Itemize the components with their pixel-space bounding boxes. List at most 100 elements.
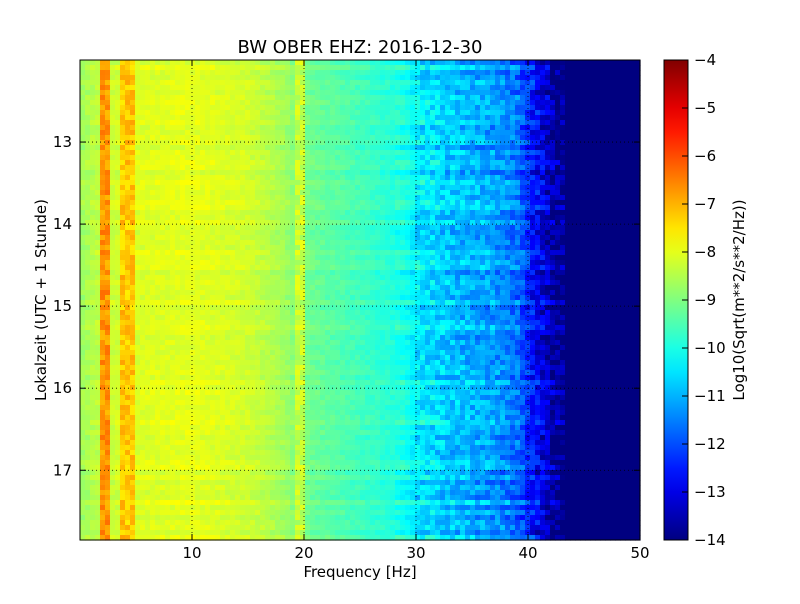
- heatmap-cell: [300, 150, 306, 156]
- heatmap-cell: [510, 155, 516, 161]
- heatmap-cell: [485, 265, 491, 271]
- heatmap-cell: [410, 120, 416, 126]
- heatmap-cell: [205, 155, 211, 161]
- heatmap-cell: [370, 195, 376, 201]
- heatmap-cell: [310, 240, 316, 246]
- heatmap-cell: [340, 230, 346, 236]
- heatmap-cell: [570, 165, 576, 171]
- heatmap-cell: [575, 210, 581, 216]
- heatmap-cell: [370, 170, 376, 176]
- heatmap-cell: [405, 70, 411, 76]
- heatmap-cell: [295, 275, 301, 281]
- heatmap-cell: [545, 215, 551, 221]
- heatmap-cell: [610, 125, 616, 131]
- heatmap-cell: [410, 225, 416, 231]
- heatmap-cell: [445, 180, 451, 186]
- heatmap-cell: [370, 180, 376, 186]
- heatmap-cell: [360, 115, 366, 121]
- heatmap-cell: [235, 160, 241, 166]
- heatmap-cell: [565, 185, 571, 191]
- heatmap-cell: [470, 235, 476, 241]
- heatmap-cell: [140, 170, 146, 176]
- heatmap-cell: [105, 155, 111, 161]
- heatmap-cell: [350, 70, 356, 76]
- heatmap-cell: [320, 165, 326, 171]
- heatmap-cell: [170, 65, 176, 71]
- heatmap-cell: [385, 275, 391, 281]
- heatmap-cell: [620, 105, 626, 111]
- heatmap-cell: [430, 80, 436, 86]
- heatmap-cell: [580, 185, 586, 191]
- heatmap-cell: [625, 70, 631, 76]
- heatmap-cell: [220, 165, 226, 171]
- heatmap-cell: [570, 265, 576, 271]
- heatmap-cell: [365, 240, 371, 246]
- heatmap-cell: [550, 120, 556, 126]
- heatmap-cell: [525, 180, 531, 186]
- heatmap-cell: [240, 135, 246, 141]
- heatmap-cell: [525, 265, 531, 271]
- heatmap-cell: [140, 90, 146, 96]
- heatmap-cell: [415, 170, 421, 176]
- heatmap-cell: [170, 240, 176, 246]
- heatmap-cell: [440, 245, 446, 251]
- heatmap-cell: [295, 145, 301, 151]
- heatmap-cell: [245, 230, 251, 236]
- heatmap-cell: [495, 100, 501, 106]
- heatmap-cell: [565, 230, 571, 236]
- heatmap-cell: [540, 195, 546, 201]
- heatmap-cell: [100, 185, 106, 191]
- heatmap-cell: [165, 185, 171, 191]
- heatmap-cell: [540, 130, 546, 136]
- heatmap-cell: [580, 260, 586, 266]
- heatmap-cell: [165, 200, 171, 206]
- heatmap-cell: [165, 90, 171, 96]
- heatmap-cell: [550, 265, 556, 271]
- heatmap-cell: [150, 75, 156, 81]
- heatmap-cell: [215, 245, 221, 251]
- heatmap-cell: [320, 175, 326, 181]
- heatmap-cell: [280, 90, 286, 96]
- heatmap-cell: [565, 225, 571, 231]
- heatmap-cell: [495, 145, 501, 151]
- heatmap-cell: [635, 185, 641, 191]
- heatmap-cell: [420, 105, 426, 111]
- heatmap-cell: [370, 205, 376, 211]
- heatmap-cell: [565, 70, 571, 76]
- heatmap-cell: [625, 135, 631, 141]
- heatmap-cell: [290, 135, 296, 141]
- heatmap-cell: [340, 245, 346, 251]
- heatmap-cell: [450, 125, 456, 131]
- heatmap-cell: [585, 130, 591, 136]
- heatmap-cell: [500, 260, 506, 266]
- heatmap-cell: [575, 110, 581, 116]
- heatmap-cell: [350, 220, 356, 226]
- heatmap-cell: [100, 265, 106, 271]
- heatmap-cell: [190, 180, 196, 186]
- heatmap-cell: [470, 85, 476, 91]
- heatmap-cell: [605, 135, 611, 141]
- heatmap-cell: [115, 235, 121, 241]
- heatmap-cell: [280, 145, 286, 151]
- heatmap-cell: [300, 160, 306, 166]
- heatmap-cell: [120, 120, 126, 126]
- heatmap-cell: [250, 195, 256, 201]
- heatmap-cell: [635, 200, 641, 206]
- heatmap-cell: [570, 230, 576, 236]
- heatmap-cell: [595, 240, 601, 246]
- heatmap-cell: [355, 225, 361, 231]
- heatmap-cell: [465, 100, 471, 106]
- heatmap-cell: [335, 145, 341, 151]
- heatmap-cell: [160, 245, 166, 251]
- heatmap-cell: [485, 275, 491, 281]
- heatmap-cell: [535, 90, 541, 96]
- heatmap-cell: [120, 280, 126, 286]
- heatmap-cell: [280, 80, 286, 86]
- heatmap-cell: [270, 80, 276, 86]
- heatmap-cell: [395, 250, 401, 256]
- heatmap-cell: [125, 280, 131, 286]
- heatmap-cell: [570, 215, 576, 221]
- heatmap-cell: [160, 170, 166, 176]
- heatmap-cell: [535, 205, 541, 211]
- heatmap-cell: [260, 120, 266, 126]
